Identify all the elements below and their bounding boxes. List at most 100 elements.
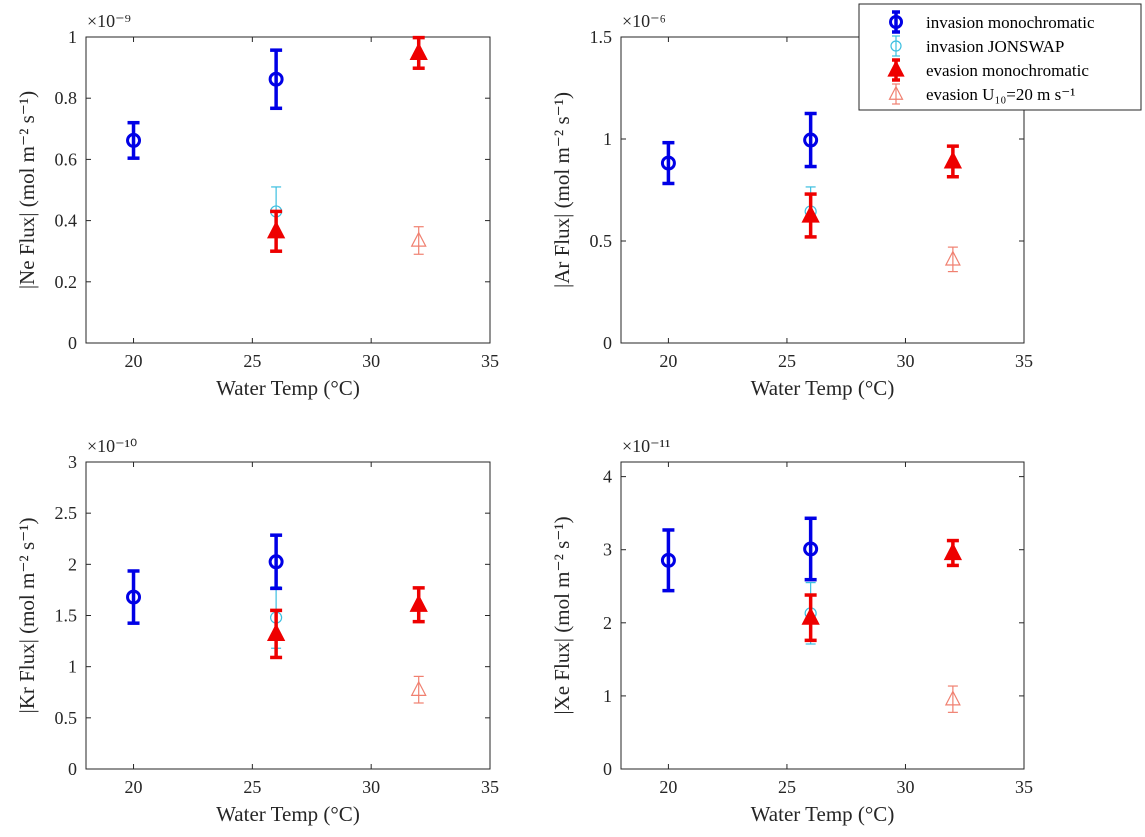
chart-panel-2: 20 25 30 35 0 0.5 1 1.5 ×10⁻⁶ Water Temp (°C) |Ar … <box>550 11 1033 400</box>
marker-circle <box>126 132 142 148</box>
data-point-invasion-monochromatic <box>660 140 676 186</box>
y-tick-label: 0 <box>68 759 77 779</box>
y-tick-label: 0.5 <box>590 231 613 251</box>
y-tick-label: 0.8 <box>55 88 78 108</box>
x-tick-label: 35 <box>1015 777 1033 797</box>
y-tick-label: 1 <box>603 686 612 706</box>
legend: invasion monochromatic invasion JONSWAP ev… <box>858 3 1142 111</box>
chart-panel-4: 20 25 30 35 0 1 2 3 4 ×10⁻¹¹ Water Temp (°C) |Xe Fl… <box>550 436 1033 826</box>
axes-box <box>620 36 1025 344</box>
axis-multiplier: ×10⁻¹⁰ <box>87 436 137 456</box>
x-tick-label: 25 <box>243 777 261 797</box>
x-tick-label: 30 <box>362 351 380 371</box>
y-tick-label: 0.4 <box>55 211 78 231</box>
data-point-evasion-u10 <box>944 685 961 713</box>
y-tick-label: 1 <box>68 27 77 47</box>
marker-circle <box>803 132 819 148</box>
y-tick-label: 3 <box>68 452 77 472</box>
x-axis-label: Water Temp (°C) <box>751 376 895 400</box>
y-tick-label: 2.5 <box>55 503 78 523</box>
data-point-evasion-monochromatic <box>943 538 963 568</box>
data-point-evasion-u10 <box>410 675 427 704</box>
data-point-evasion-u10 <box>410 226 427 255</box>
marker-triangle <box>409 42 428 60</box>
data-point-evasion-monochromatic <box>801 192 820 239</box>
y-tick-label: 0 <box>68 333 77 353</box>
marker-circle <box>126 589 142 605</box>
marker-triangle <box>944 250 961 266</box>
y-tick-label: 0.5 <box>55 708 78 728</box>
marker-triangle <box>410 680 427 696</box>
axis-multiplier: ×10⁻⁹ <box>87 11 131 31</box>
legend-entry-invasion-monochromatic: invasion monochromatic <box>889 10 1095 34</box>
axis-multiplier: ×10⁻⁶ <box>622 11 666 31</box>
x-tick-label: 20 <box>659 777 677 797</box>
y-tick-label: 0 <box>603 333 612 353</box>
y-tick-label: 4 <box>603 467 612 487</box>
marker-triangle <box>801 607 820 625</box>
legend-entry-invasion-jonswap: invasion JONSWAP <box>890 35 1064 57</box>
y-axis-label: |Ne Flux| (mol m⁻² s⁻¹) <box>15 91 39 289</box>
marker-circle <box>268 554 284 570</box>
legend-label: evasion U₁₀=20 m s⁻¹ <box>926 85 1075 104</box>
data-point-evasion-u10 <box>944 246 961 273</box>
x-tick-label: 30 <box>896 777 914 797</box>
legend-entry-evasion-u10: evasion U₁₀=20 m s⁻¹ <box>888 83 1075 105</box>
legend-marker-triangle <box>888 85 904 100</box>
x-axis-label: Water Temp (°C) <box>216 802 360 826</box>
marker-triangle <box>266 623 286 641</box>
legend-box <box>858 3 1142 111</box>
marker-triangle <box>943 542 963 561</box>
x-tick-label: 20 <box>125 351 143 371</box>
marker-triangle <box>266 220 286 239</box>
y-tick-label: 1 <box>68 657 77 677</box>
x-tick-label: 30 <box>896 351 914 371</box>
y-tick-label: 2 <box>603 613 612 633</box>
x-axis-label: Water Temp (°C) <box>216 376 360 400</box>
data-point-invasion-monochromatic <box>126 569 142 625</box>
legend-label: evasion monochromatic <box>926 61 1089 80</box>
data-point-invasion-monochromatic <box>803 111 819 169</box>
y-tick-label: 1.5 <box>590 27 613 47</box>
marker-triangle <box>410 231 427 247</box>
data-point-evasion-monochromatic <box>943 144 963 179</box>
y-axis-label: |Ar Flux| (mol m⁻² s⁻¹) <box>550 92 574 288</box>
chart-panel-3: 20 25 30 35 0 0.5 1 1.5 2 2.5 3 ×10⁻¹⁰ Water Temp (°… <box>15 436 499 826</box>
data-point-evasion-monochromatic <box>266 608 286 660</box>
data-point-evasion-monochromatic <box>266 209 286 253</box>
data-point-invasion-monochromatic <box>268 48 284 111</box>
legend-label: invasion monochromatic <box>926 13 1095 32</box>
x-tick-label: 25 <box>778 351 796 371</box>
axes-box <box>85 36 491 344</box>
x-tick-label: 35 <box>481 777 499 797</box>
legend-marker-triangle <box>887 60 905 77</box>
chart-panel-1: 20 25 30 35 0 0.2 0.4 0.6 0.8 1 ×10⁻⁹ Water Temp (°… <box>15 11 499 400</box>
legend-label: invasion JONSWAP <box>926 37 1064 56</box>
data-point-invasion-monochromatic <box>126 120 142 160</box>
marker-triangle <box>943 150 963 169</box>
y-tick-label: 0.2 <box>55 272 78 292</box>
y-tick-label: 3 <box>603 540 612 560</box>
data-point-evasion-monochromatic <box>801 593 820 643</box>
data-point-invasion-monochromatic <box>803 516 819 582</box>
data-point-invasion-monochromatic <box>268 533 284 591</box>
x-tick-label: 35 <box>481 351 499 371</box>
x-axis-label: Water Temp (°C) <box>751 802 895 826</box>
axes-box <box>85 461 491 770</box>
y-axis-label: |Kr Flux| (mol m⁻² s⁻¹) <box>15 517 39 713</box>
y-tick-label: 2 <box>68 554 77 574</box>
y-axis-label: |Xe Flux| (mol m⁻² s⁻¹) <box>550 516 574 714</box>
marker-triangle <box>801 204 820 223</box>
marker-circle <box>660 552 676 568</box>
marker-triangle <box>409 594 428 612</box>
data-point-invasion-monochromatic <box>660 528 676 593</box>
y-tick-label: 0 <box>603 759 612 779</box>
y-tick-label: 1 <box>603 129 612 149</box>
x-tick-label: 25 <box>778 777 796 797</box>
x-tick-label: 20 <box>125 777 143 797</box>
x-tick-label: 25 <box>243 351 261 371</box>
y-tick-label: 1.5 <box>55 606 78 626</box>
legend-marker-circle <box>890 40 902 52</box>
axis-multiplier: ×10⁻¹¹ <box>622 436 670 456</box>
